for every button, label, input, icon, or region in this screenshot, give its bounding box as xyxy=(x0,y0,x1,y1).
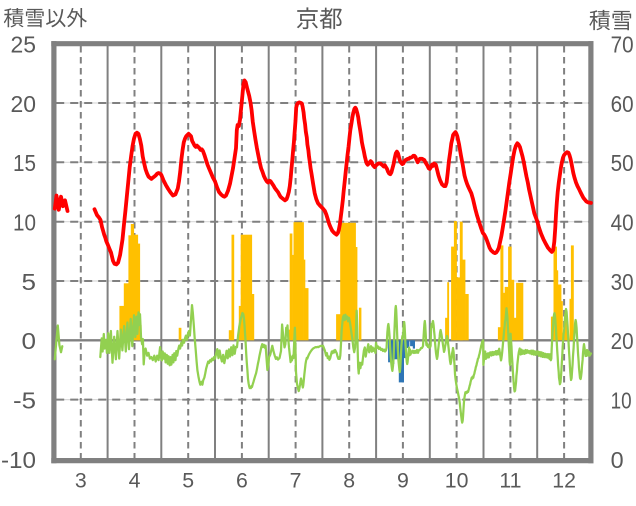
svg-text:20: 20 xyxy=(11,91,37,117)
svg-text:7: 7 xyxy=(290,469,302,493)
svg-text:10: 10 xyxy=(13,210,36,236)
svg-text:25: 25 xyxy=(11,32,37,58)
svg-text:10: 10 xyxy=(611,387,632,413)
svg-text:40: 40 xyxy=(611,210,634,236)
svg-text:70: 70 xyxy=(611,32,634,58)
svg-text:4: 4 xyxy=(129,469,141,493)
svg-text:8: 8 xyxy=(343,469,355,493)
svg-text:20: 20 xyxy=(611,328,634,354)
svg-text:10: 10 xyxy=(445,469,469,493)
svg-text:-5: -5 xyxy=(13,387,36,413)
svg-text:3: 3 xyxy=(75,469,87,493)
svg-text:9: 9 xyxy=(397,469,409,493)
svg-text:30: 30 xyxy=(611,269,634,295)
svg-text:0: 0 xyxy=(611,447,624,473)
svg-text:0: 0 xyxy=(22,328,37,354)
svg-text:50: 50 xyxy=(611,150,634,176)
svg-text:15: 15 xyxy=(13,150,36,176)
svg-text:11: 11 xyxy=(499,469,521,493)
svg-text:6: 6 xyxy=(236,469,248,493)
svg-text:5: 5 xyxy=(22,269,37,295)
svg-text:5: 5 xyxy=(182,469,194,493)
svg-text:60: 60 xyxy=(611,91,634,117)
svg-text:12: 12 xyxy=(552,469,576,493)
svg-text:-10: -10 xyxy=(1,447,36,473)
